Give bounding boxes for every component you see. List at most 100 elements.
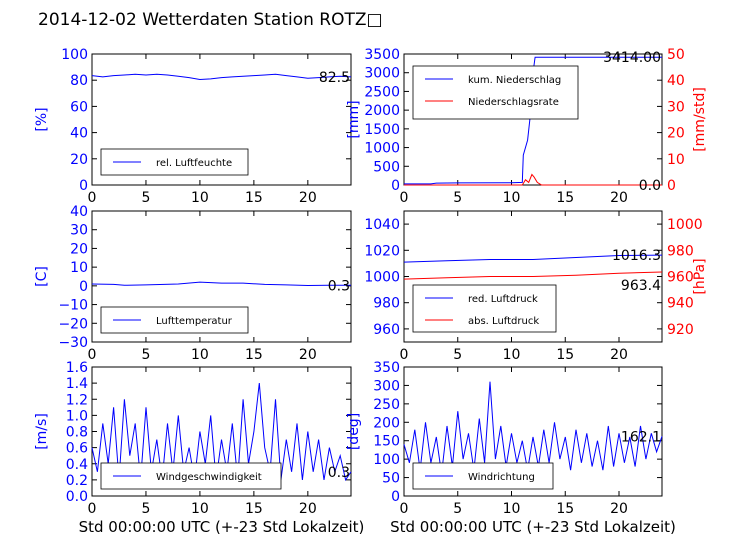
temperature-x-tick-label: 15	[245, 347, 263, 363]
temperature-legend-label: Lufttemperatur	[156, 316, 233, 327]
precip-x-tick-label: 0	[400, 190, 409, 206]
pressure-series-line-0	[403, 254, 663, 263]
wind_speed-y-tick-label: 1.0	[66, 408, 88, 424]
wind_dir-series-line-0	[403, 381, 663, 474]
pressure-y2-tick-label: 960	[667, 270, 694, 286]
wind_dir-y-tick-label: 350	[373, 360, 400, 376]
pressure-y2-tick-label: 940	[667, 296, 694, 312]
wind_dir-x-tick-label: 15	[556, 501, 574, 517]
precip-y2-tick-label: 30	[667, 99, 685, 115]
x-axis-label-right: Std 00:00:00 UTC (+-23 Std Lokalzeit)	[390, 518, 676, 536]
precip-y2-tick-label: 0	[667, 178, 676, 194]
wind_dir-y-axis-label: [deg]	[346, 413, 362, 450]
pressure-x-tick-label: 5	[453, 347, 462, 363]
x-axis-label-left: Std 00:00:00 UTC (+-23 Std Lokalzeit)	[79, 518, 365, 536]
wind_speed-y-tick-label: 1.2	[66, 392, 88, 408]
wind_dir-y-tick-label: 50	[382, 471, 400, 487]
wind_speed-y-axis-label: [m/s]	[34, 413, 50, 450]
wind_dir-y-tick-label: 250	[373, 397, 400, 413]
humidity-y-tick-label: 40	[70, 126, 88, 142]
pressure-legend-label: abs. Luftdruck	[468, 316, 539, 327]
pressure-y-tick-label: 1020	[364, 243, 400, 259]
wind_speed-legend-label: Windgeschwindigkeit	[156, 472, 262, 483]
precip-y2-tick-label: 10	[667, 152, 685, 168]
precip-legend-box	[412, 65, 579, 120]
wind_dir-last-value: 162.1	[621, 429, 661, 445]
temperature-y-tick-label: 30	[70, 223, 88, 239]
precip-y-tick-label: 0	[391, 178, 400, 194]
temperature-y-tick-label: −30	[58, 335, 88, 351]
humidity-y-axis-label: [%]	[34, 107, 50, 131]
wind_speed-y-tick-label: 0.8	[66, 425, 88, 441]
pressure-x-tick-label: 15	[556, 347, 574, 363]
pressure-y-tick-label: 980	[373, 296, 400, 312]
wind_dir-x-tick-label: 10	[503, 501, 521, 517]
humidity-x-tick-label: 15	[245, 190, 263, 206]
temperature-x-tick-label: 0	[88, 347, 97, 363]
pressure-x-tick-label: 0	[400, 347, 409, 363]
wind_speed-x-tick-label: 20	[299, 501, 317, 517]
temperature-last-value: 0.3	[328, 278, 350, 294]
pressure-y2-tick-label: 980	[667, 243, 694, 259]
temperature-y-tick-label: 10	[70, 260, 88, 276]
pressure-last-value: 1016.3	[612, 248, 661, 264]
humidity-y-tick-label: 60	[70, 99, 88, 115]
wind_speed-x-tick-label: 15	[245, 501, 263, 517]
wind_speed-y-tick-label: 0.0	[66, 489, 88, 505]
precip-y-axis-label: [mm]	[346, 100, 362, 138]
humidity-y-tick-label: 80	[70, 73, 88, 89]
figure-title: 2014-12-02 Wetterdaten Station ROTZ□	[38, 10, 383, 30]
wind_dir-x-tick-label: 20	[610, 501, 628, 517]
wind_dir-y-tick-label: 150	[373, 434, 400, 450]
wind_dir-legend-label: Windrichtung	[468, 472, 535, 483]
temperature-y-tick-label: 40	[70, 204, 88, 220]
precip-series-line-1	[404, 173, 662, 186]
wind_speed-x-tick-label: 5	[141, 501, 150, 517]
humidity-last-value: 82.5	[319, 70, 350, 86]
pressure-y-tick-label: 960	[373, 322, 400, 338]
precip-y2-tick-label: 50	[667, 47, 685, 63]
pressure-y-tick-label: 1000	[364, 270, 400, 286]
precip-legend-label: kum. Niederschlag	[468, 75, 561, 86]
precip-y2-tick-label: 40	[667, 73, 685, 89]
wind_speed-x-tick-label: 0	[88, 501, 97, 517]
wind_dir-x-tick-label: 0	[400, 501, 409, 517]
temperature-x-tick-label: 5	[141, 347, 150, 363]
wind_speed-series-line-0	[91, 383, 352, 482]
wind_dir-x-tick-label: 5	[453, 501, 462, 517]
pressure-y2-tick-label: 1000	[667, 217, 703, 233]
precip-y-tick-label: 3000	[364, 66, 400, 82]
pressure-y-tick-label: 1040	[364, 217, 400, 233]
precip-x-tick-label: 5	[453, 190, 462, 206]
humidity-x-tick-label: 0	[88, 190, 97, 206]
pressure-y2-tick-label: 920	[667, 322, 694, 338]
wind_speed-last-value: 0.3	[328, 465, 350, 481]
pressure-legend-label: red. Luftdruck	[468, 294, 538, 305]
precip-y2-axis-label: [mm/std]	[692, 87, 708, 152]
temperature-x-tick-label: 10	[191, 347, 209, 363]
wind_speed-y-tick-label: 0.6	[66, 441, 88, 457]
wind_speed-y-tick-label: 0.2	[66, 473, 88, 489]
wind_dir-y-tick-label: 200	[373, 415, 400, 431]
wind_speed-x-tick-label: 10	[191, 501, 209, 517]
humidity-x-tick-label: 5	[141, 190, 150, 206]
temperature-x-tick-label: 20	[299, 347, 317, 363]
humidity-y-tick-label: 20	[70, 152, 88, 168]
humidity-legend-label: rel. Luftfeuchte	[156, 158, 232, 169]
temperature-y-tick-label: 0	[79, 279, 88, 295]
precip-y-tick-label: 500	[373, 159, 400, 175]
wind_speed-y-tick-label: 1.6	[66, 360, 88, 376]
temperature-y-tick-label: 20	[70, 241, 88, 257]
precip-y-tick-label: 2000	[364, 103, 400, 119]
wind_dir-y-tick-label: 0	[391, 489, 400, 505]
precip-y-tick-label: 1500	[364, 122, 400, 138]
precip-x-tick-label: 15	[556, 190, 574, 206]
temperature-y-tick-label: −20	[58, 316, 88, 332]
precip-legend-label: Niederschlagsrate	[468, 97, 559, 108]
precip-y-tick-label: 2500	[364, 84, 400, 100]
wind_dir-y-tick-label: 100	[373, 452, 400, 468]
pressure-legend-box	[412, 284, 557, 333]
precip-last-value-2: 0.0	[639, 178, 661, 194]
precip-y-tick-label: 1000	[364, 141, 400, 157]
pressure-y2-axis-label: [hPa]	[692, 258, 708, 294]
